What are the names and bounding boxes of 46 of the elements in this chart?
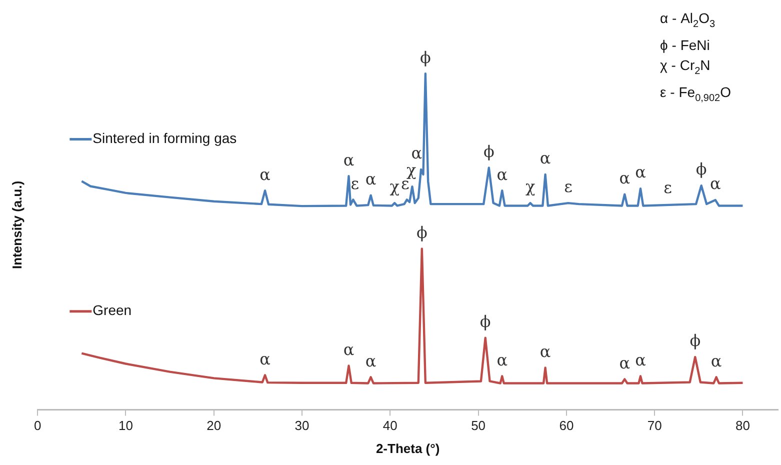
annotation: ϕ — [420, 48, 431, 67]
annotation: α — [260, 349, 271, 368]
annotation: α — [411, 144, 422, 163]
annotation: χ — [390, 177, 400, 196]
annotation: α — [260, 164, 271, 184]
x-tick-label: 60 — [559, 418, 574, 434]
legend-label: Sintered in forming gas — [92, 130, 237, 146]
legend-label: Green — [92, 302, 132, 318]
x-tick-label: 20 — [206, 418, 222, 434]
annotation: α — [619, 353, 630, 372]
x-tick-label: 10 — [118, 418, 133, 434]
annotation: ε — [664, 178, 672, 198]
x-tick-label: 70 — [647, 418, 662, 434]
annotation: α — [496, 164, 508, 184]
annotation: α — [619, 168, 630, 188]
x-axis-title: 2-Theta (°) — [376, 440, 440, 456]
x-tick-label: 50 — [471, 418, 486, 434]
annotation: ϕ — [483, 142, 494, 161]
annotation: α — [710, 351, 722, 370]
annotation: α — [343, 340, 354, 359]
annotation: α — [540, 148, 551, 168]
y-axis-title: Intensity (a.u.) — [9, 180, 24, 269]
annotation: ϕ — [416, 222, 428, 242]
annotation: χ - Cr$_{2}$N — [660, 56, 712, 79]
text: α - Al$_{2}$O$_{3}$ — [660, 9, 716, 32]
x-tick-label: 80 — [736, 418, 750, 434]
annotation: α — [710, 174, 722, 194]
annotation: ε — [350, 174, 360, 193]
x-tick-label: 40 — [382, 418, 398, 434]
x-tick-label: 0 — [34, 418, 42, 434]
annotation: ϕ — [480, 312, 491, 332]
annotation: χ — [406, 160, 416, 180]
annotation: ε — [564, 177, 572, 196]
x-tick-label: 30 — [294, 418, 310, 434]
annotation: α — [496, 350, 508, 370]
annotation: α — [365, 169, 376, 188]
annotation: α — [635, 350, 646, 370]
annotation: α — [365, 351, 376, 370]
annotation: α — [635, 162, 646, 182]
annotation: χ — [525, 177, 536, 196]
annotation: ε - Fe$_{0,902}$O — [660, 82, 731, 106]
annotation: ϕ — [690, 331, 701, 350]
annotation: α — [540, 342, 551, 361]
text: ϕ - FeNi — [660, 36, 711, 55]
annotation: ϕ — [696, 160, 707, 179]
annotation: α — [343, 150, 354, 170]
